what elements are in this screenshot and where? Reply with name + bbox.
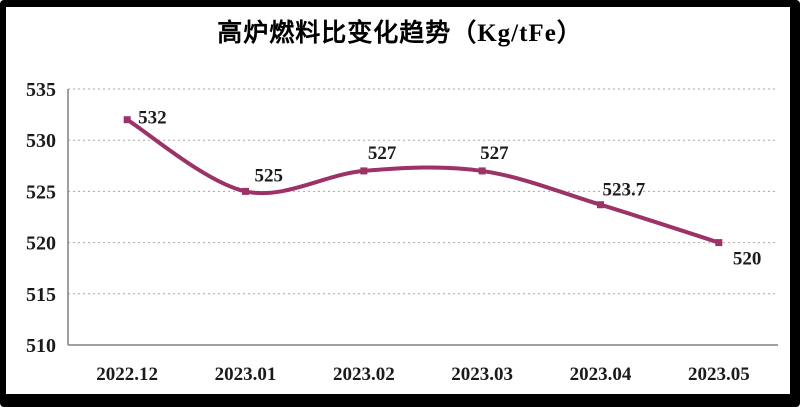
- data-marker: [478, 167, 486, 175]
- series-line: [125, 117, 721, 245]
- data-label: 527: [480, 143, 509, 164]
- data-label: 520: [733, 249, 762, 270]
- data-label: 527: [368, 143, 397, 164]
- data-marker: [597, 201, 604, 209]
- x-tick-label: 2023.04: [570, 364, 632, 385]
- y-tick-label: 520: [26, 233, 56, 255]
- y-tick-label: 515: [26, 284, 56, 306]
- x-tick-label: 2023.05: [688, 364, 750, 385]
- x-tick-label: 2023.01: [215, 364, 277, 385]
- x-tick-label: 2022.12: [96, 364, 158, 385]
- data-label: 523.7: [603, 180, 646, 201]
- y-tick-label: 535: [26, 79, 56, 101]
- x-tick-label: 2023.03: [451, 364, 513, 385]
- y-tick-label: 510: [26, 335, 56, 357]
- data-marker: [123, 116, 131, 124]
- data-marker: [242, 187, 249, 195]
- data-marker: [360, 167, 368, 175]
- data-label: 525: [255, 165, 284, 186]
- x-tick-label: 2023.02: [333, 364, 395, 385]
- y-tick-label: 525: [26, 181, 56, 203]
- chart-title: 高炉燃料比变化趋势（Kg/tFe）: [217, 20, 583, 47]
- data-marker: [715, 239, 723, 247]
- y-tick-label: 530: [26, 130, 56, 152]
- data-label: 532: [138, 108, 167, 129]
